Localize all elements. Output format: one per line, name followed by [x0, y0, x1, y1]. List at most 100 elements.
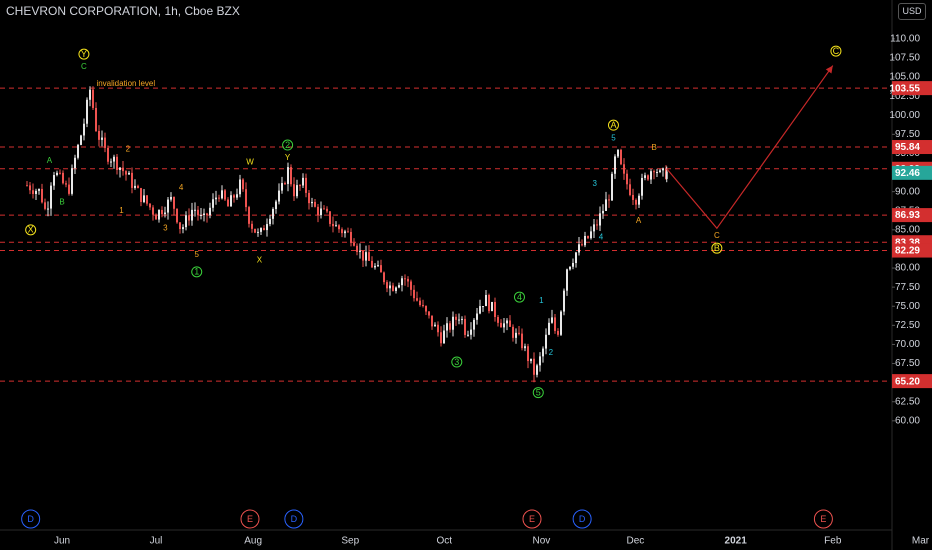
- candle-body: [566, 269, 568, 291]
- candle-body: [203, 213, 205, 215]
- candle-body: [80, 135, 82, 145]
- candle-body: [395, 287, 397, 291]
- candle-body: [536, 365, 538, 375]
- wave-label: 4: [599, 233, 604, 242]
- candle-body: [98, 131, 100, 140]
- earnings-marker[interactable]: [813, 509, 833, 529]
- candle-body: [584, 235, 586, 246]
- candle-body: [182, 227, 184, 230]
- candle-body: [614, 156, 616, 174]
- price-tick-label: 90.00: [895, 186, 920, 197]
- candle-body: [470, 329, 472, 335]
- projection-path[interactable]: [666, 65, 834, 230]
- wave-label: A: [636, 216, 642, 225]
- candle-body: [611, 173, 613, 201]
- earnings-marker[interactable]: [522, 509, 542, 529]
- candle-body: [518, 332, 520, 334]
- candle-body: [158, 209, 160, 220]
- wave-label: C: [714, 231, 720, 240]
- dividend-marker-label: D: [291, 514, 298, 524]
- level-price-badge-text: 65.20: [895, 376, 920, 387]
- level-price-badge: [892, 81, 932, 96]
- dividend-marker[interactable]: [572, 509, 592, 529]
- candle-body: [122, 167, 124, 172]
- candle-body: [488, 294, 490, 312]
- candle-body: [572, 262, 574, 267]
- wave-label: 3: [163, 223, 168, 232]
- time-tick-label: Feb: [824, 536, 842, 547]
- candle-body: [533, 358, 535, 375]
- candle-body: [356, 245, 358, 252]
- currency-button[interactable]: USD: [898, 3, 926, 20]
- candle-body: [458, 319, 460, 321]
- earnings-marker-label: E: [247, 514, 253, 524]
- candle-body: [227, 199, 229, 207]
- candle-body: [257, 231, 259, 233]
- candle-body: [59, 172, 61, 174]
- earnings-marker-label: E: [529, 514, 535, 524]
- candle-body: [89, 89, 91, 100]
- dividend-marker-label: D: [579, 514, 586, 524]
- candle-body: [509, 320, 511, 327]
- candle-body: [248, 207, 250, 224]
- candle-body: [596, 224, 598, 226]
- candle-body: [386, 282, 388, 289]
- candle-body: [323, 208, 325, 210]
- candle-body: [389, 285, 391, 289]
- candle-body: [221, 190, 223, 199]
- wave-label-circle: [25, 224, 37, 236]
- level-price-badge: [892, 374, 932, 389]
- candle-body: [110, 161, 112, 163]
- wave-label: 4: [179, 183, 184, 192]
- earnings-marker[interactable]: [240, 509, 260, 529]
- candle-body: [92, 89, 94, 108]
- candle-body: [638, 195, 640, 205]
- dividend-marker[interactable]: [284, 509, 304, 529]
- time-tick-label: Nov: [533, 536, 551, 547]
- candle-body: [170, 196, 172, 200]
- candle-body: [329, 211, 331, 224]
- candle-body: [194, 209, 196, 211]
- candle-body: [326, 208, 328, 212]
- candle-body: [497, 316, 499, 323]
- candle-body: [128, 172, 130, 175]
- candle-body: [503, 323, 505, 328]
- wave-label-circle: [532, 387, 544, 399]
- candle-body: [230, 195, 232, 207]
- dividend-marker-label: D: [27, 514, 34, 524]
- candle-body: [218, 197, 220, 199]
- candle-body: [575, 252, 577, 263]
- candle-body: [95, 107, 97, 132]
- price-tick-label: 72.50: [895, 320, 920, 331]
- candle-body: [467, 334, 469, 336]
- price-tick-label: 105.00: [889, 72, 920, 83]
- wave-label: 5: [195, 250, 200, 259]
- candle-body: [119, 167, 121, 170]
- candle-body: [599, 213, 601, 226]
- candle-body: [341, 229, 343, 234]
- candle-body: [506, 320, 508, 324]
- candle-body: [452, 316, 454, 330]
- wave-annotations: invalidation levelYCABX214351WX2Y3451234…: [25, 45, 842, 399]
- time-tick-label: Sep: [341, 536, 359, 547]
- candle-body: [422, 305, 424, 307]
- candle-body: [482, 306, 484, 308]
- wave-label: X: [28, 225, 34, 235]
- time-tick-label: Jul: [150, 536, 163, 547]
- time-axis[interactable]: Jun Jul Aug Sep Oct Nov Dec 2021 Feb Mar: [54, 536, 930, 547]
- candle-body: [320, 208, 322, 216]
- candle-body: [512, 326, 514, 338]
- dividend-marker[interactable]: [21, 509, 41, 529]
- candle-body: [149, 203, 151, 208]
- candle-body: [608, 199, 610, 201]
- candle-body: [224, 190, 226, 200]
- level-price-badge-text: 86.93: [895, 210, 920, 221]
- candle-body: [563, 290, 565, 312]
- candle-body: [353, 242, 355, 246]
- candle-body: [164, 212, 166, 215]
- candle-body: [332, 223, 334, 227]
- candle-body: [362, 250, 364, 261]
- candle-body: [551, 317, 553, 323]
